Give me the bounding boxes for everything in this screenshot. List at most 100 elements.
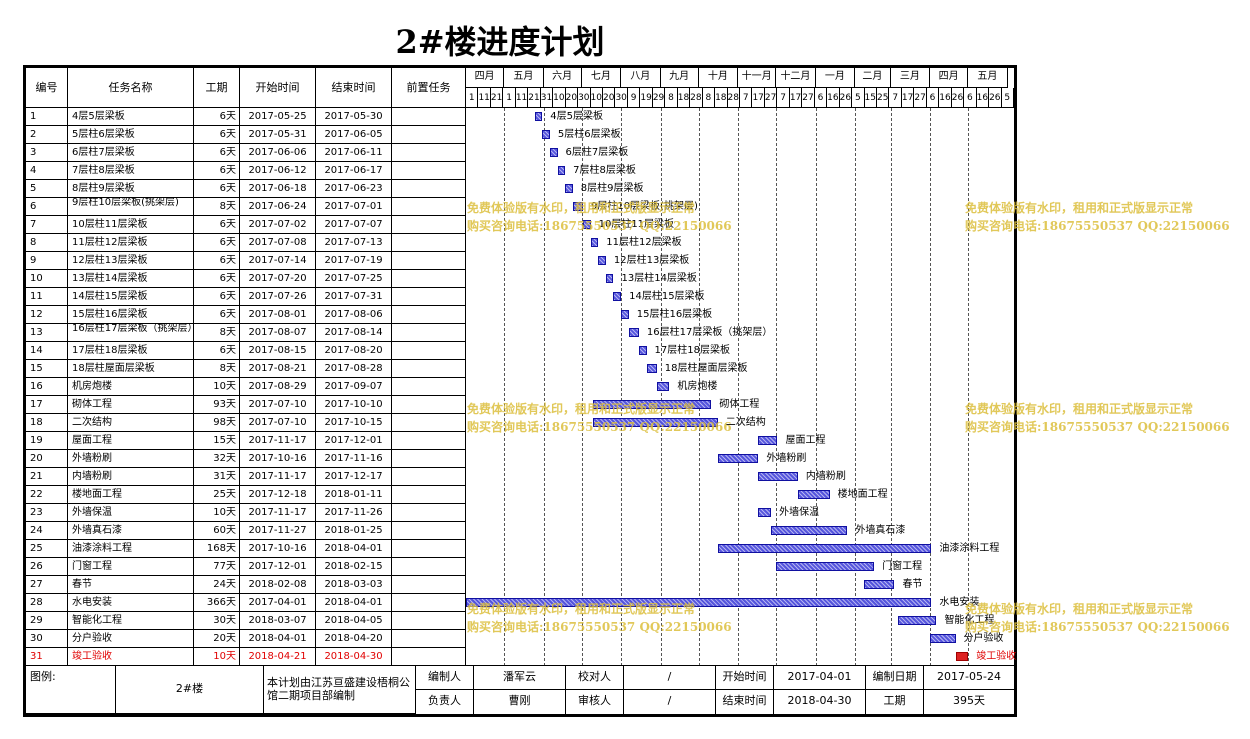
month-gridline xyxy=(504,108,506,666)
cell-predecessor xyxy=(392,162,466,180)
cell-duration: 6天 xyxy=(194,216,240,234)
duration-label: 工期 xyxy=(866,690,924,714)
gantt-bar xyxy=(955,652,969,661)
cell-task: 14层柱15层梁板 xyxy=(68,288,194,306)
day-tick: 11 xyxy=(515,88,529,108)
month-header: 八月 xyxy=(621,68,661,88)
gantt-bottom-border xyxy=(466,665,1014,666)
cell-duration: 30天 xyxy=(194,612,240,630)
cell-task: 二次结构 xyxy=(68,414,194,432)
cell-duration: 8天 xyxy=(194,198,240,216)
cell-start: 2017-08-01 xyxy=(240,306,316,324)
cell-start: 2017-10-16 xyxy=(240,540,316,558)
watermark-text: 购买咨询电话:18675550537 QQ:22150066 xyxy=(467,420,732,434)
day-tick: 20 xyxy=(603,88,616,108)
cell-task: 8层柱9层梁板 xyxy=(68,180,194,198)
cell-task: 15层柱16层梁板 xyxy=(68,306,194,324)
month-header: 二月 xyxy=(855,68,891,88)
cell-predecessor xyxy=(392,378,466,396)
cell-task: 6层柱7层梁板 xyxy=(68,144,194,162)
cell-predecessor xyxy=(392,180,466,198)
gantt-bar-label: 智能化工程 xyxy=(944,615,995,626)
cell-predecessor xyxy=(392,432,466,450)
watermark-text: 购买咨询电话:18675550537 QQ:22150066 xyxy=(467,219,732,233)
gantt-bar-label: 11层柱12层梁板 xyxy=(606,237,682,248)
gantt-bar-label: 春节 xyxy=(902,579,923,590)
cell-predecessor xyxy=(392,360,466,378)
day-tick: 26 xyxy=(951,88,965,108)
cell-task: 11层柱12层梁板 xyxy=(68,234,194,252)
watermark-text: 免费体验版有水印，租用和正式版显示正常 xyxy=(467,201,696,215)
gantt-bar xyxy=(656,382,670,391)
cell-end: 2018-01-25 xyxy=(316,522,392,540)
gantt-bar-label: 15层柱16层梁板 xyxy=(636,309,713,320)
cell-predecessor xyxy=(392,342,466,360)
gantt-bar-label: 12层柱13层梁板 xyxy=(613,255,690,266)
cell-start: 2017-07-20 xyxy=(240,270,316,288)
month-header: 四月 xyxy=(930,68,969,88)
month-gridline xyxy=(815,108,817,666)
day-tick: 30 xyxy=(578,88,591,108)
cell-end: 2017-07-31 xyxy=(316,288,392,306)
end-label: 结束时间 xyxy=(716,690,774,714)
cell-end: 2017-07-01 xyxy=(316,198,392,216)
cell-end: 2017-12-01 xyxy=(316,432,392,450)
checker-label: 校对人 xyxy=(566,666,624,690)
watermark-text: 免费体验版有水印，租用和正式版显示正常 xyxy=(467,402,696,416)
cell-end: 2017-08-28 xyxy=(316,360,392,378)
cell-duration: 6天 xyxy=(194,144,240,162)
cell-duration: 60天 xyxy=(194,522,240,540)
cell-duration: 93天 xyxy=(194,396,240,414)
cell-id: 20 xyxy=(26,450,68,468)
gantt-bar-label: 屋面工程 xyxy=(785,435,826,446)
cell-start: 2018-04-21 xyxy=(240,648,316,666)
day-tick: 31 xyxy=(540,88,554,108)
gantt-bar-label: 14层柱15层梁板 xyxy=(629,291,705,302)
cell-id: 17 xyxy=(26,396,68,414)
day-tick: 7 xyxy=(740,88,753,108)
cell-predecessor xyxy=(392,234,466,252)
day-tick: 6 xyxy=(926,88,940,108)
gantt-bar xyxy=(590,238,599,247)
gantt-bar-label: 18层柱屋面层梁板 xyxy=(664,363,748,374)
day-tick: 18 xyxy=(715,88,728,108)
cell-predecessor xyxy=(392,198,466,216)
day-tick: 10 xyxy=(553,88,566,108)
gantt-bar-label: 外墙真石漆 xyxy=(855,525,906,536)
manager-label: 负责人 xyxy=(416,690,474,714)
cell-end: 2017-11-16 xyxy=(316,450,392,468)
end-date: 2018-04-30 xyxy=(774,690,866,714)
cell-task: 18层柱屋面层梁板 xyxy=(68,360,194,378)
month-header: 三月 xyxy=(890,68,931,88)
watermark-text: 免费体验版有水印，租用和正式版显示正常 xyxy=(965,402,1194,416)
day-tick: 15 xyxy=(864,88,877,108)
day-tick: 26 xyxy=(839,88,853,108)
day-tick: 6 xyxy=(964,88,977,108)
gantt-bar-label: 9层柱10层梁板(挑架层) xyxy=(590,201,698,212)
cell-end: 2017-05-30 xyxy=(316,108,392,126)
month-header: 六月 xyxy=(543,68,582,88)
compiler-name: 潘军云 xyxy=(474,666,566,690)
day-tick: 29 xyxy=(652,88,666,108)
month-header: 七月 xyxy=(581,68,622,88)
header-start: 开始时间 xyxy=(240,68,316,108)
gantt-bar-label: 外墙粉刷 xyxy=(766,453,807,464)
cell-start: 2018-02-08 xyxy=(240,576,316,594)
day-tick: 8 xyxy=(665,88,678,108)
cell-end: 2018-04-20 xyxy=(316,630,392,648)
cell-duration: 10天 xyxy=(194,504,240,522)
cell-task: 7层柱8层梁板 xyxy=(68,162,194,180)
cell-id: 13 xyxy=(26,324,68,342)
gantt-bar xyxy=(638,346,647,355)
cell-task: 5层柱6层梁板 xyxy=(68,126,194,144)
cell-duration: 366天 xyxy=(194,594,240,612)
cell-duration: 8天 xyxy=(194,324,240,342)
watermark-text: 购买咨询电话:18675550537 QQ:22150066 xyxy=(965,620,1230,634)
gantt-bar xyxy=(557,166,566,175)
cell-task: 智能化工程 xyxy=(68,612,194,630)
legend-building: 2#楼 xyxy=(116,666,264,714)
watermark-text: 免费体验版有水印，租用和正式版显示正常 xyxy=(965,201,1194,215)
cell-start: 2017-11-17 xyxy=(240,504,316,522)
day-tick: 27 xyxy=(764,88,778,108)
month-header: 一月 xyxy=(815,68,856,88)
